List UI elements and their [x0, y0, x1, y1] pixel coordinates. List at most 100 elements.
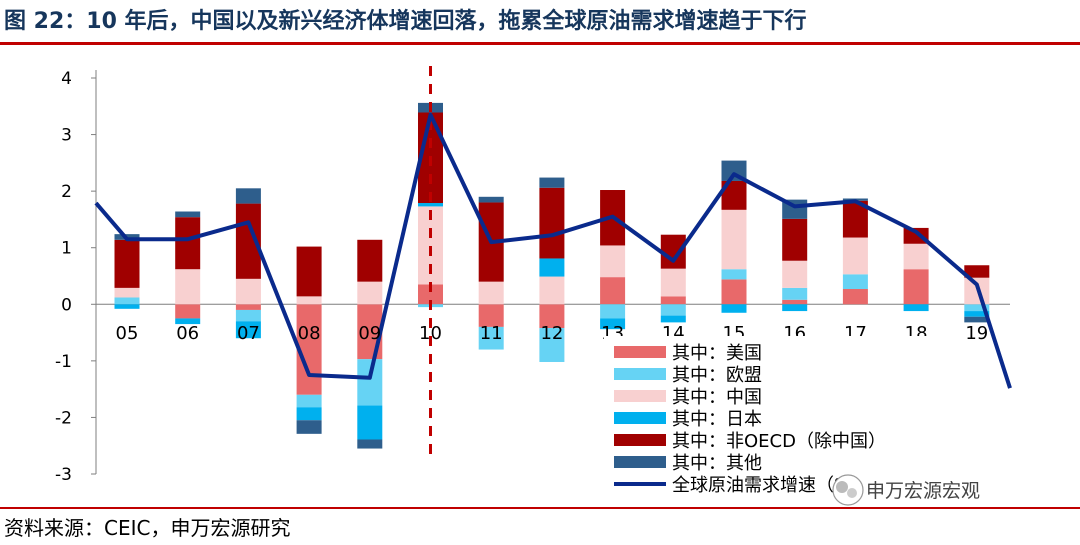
bar-china — [721, 209, 747, 270]
bar-eu — [114, 297, 140, 305]
bar-us — [235, 304, 261, 310]
bar-non_oecd — [114, 239, 140, 288]
x-tick-label: 11 — [480, 323, 503, 344]
legend-label: 其中：其他 — [672, 453, 762, 474]
source-note: 资料来源：CEIC，申万宏源研究 — [4, 516, 291, 540]
x-tick-label: 07 — [237, 323, 260, 344]
bar-china — [357, 281, 383, 305]
bar-other — [235, 188, 261, 204]
x-tick-label: 10 — [419, 323, 442, 344]
bar-china — [600, 245, 626, 278]
legend-swatch — [614, 434, 666, 446]
bar-eu — [600, 304, 626, 319]
legend-swatch — [614, 390, 666, 402]
y-tick-label: 4 — [61, 69, 72, 89]
x-tick-label: 19 — [965, 323, 988, 344]
legend-swatch — [614, 456, 666, 468]
bar-other — [175, 211, 201, 218]
y-tick-label: 1 — [61, 239, 72, 259]
x-tick-label: 09 — [358, 323, 381, 344]
bar-non_oecd — [296, 246, 322, 297]
bar-japan — [296, 407, 322, 421]
bar-us — [175, 304, 201, 319]
bar-us — [660, 296, 686, 305]
x-tick-label: 12 — [540, 323, 563, 344]
bar-other — [296, 420, 322, 434]
bar-us — [903, 269, 929, 305]
footer-divider — [0, 507, 1080, 509]
bar-japan — [903, 304, 929, 312]
bar-eu — [235, 309, 261, 322]
y-tick-label: 0 — [61, 295, 72, 315]
bar-us — [721, 279, 747, 305]
bar-eu — [782, 287, 808, 300]
legend-label: 其中：欧盟 — [672, 365, 762, 386]
bar-japan — [600, 318, 626, 330]
y-tick-label: 2 — [61, 182, 72, 202]
growth-line-path — [94, 112, 1012, 389]
bar-china — [478, 281, 504, 305]
bar-china — [175, 269, 201, 305]
bar-japan — [114, 304, 140, 309]
bar-eu — [842, 274, 868, 290]
bar-japan — [964, 311, 990, 317]
y-tick-label: 3 — [61, 126, 72, 146]
x-tick-label: 06 — [176, 323, 199, 344]
title-divider — [0, 42, 1080, 45]
bar-eu — [964, 304, 990, 312]
bar-non_oecd — [964, 265, 990, 278]
bar-non_oecd — [175, 217, 201, 270]
legend-swatch — [614, 346, 666, 358]
bar-us — [539, 304, 565, 329]
legend-label: 其中：中国 — [672, 387, 762, 408]
bar-china — [782, 260, 808, 288]
bar-non_oecd — [357, 239, 383, 282]
bar-us — [600, 277, 626, 305]
legend-label: 其中：日本 — [672, 409, 762, 430]
y-tick-label: -2 — [55, 408, 72, 428]
bar-china — [296, 296, 322, 305]
bar-japan — [539, 258, 565, 277]
x-tick-label: 08 — [298, 323, 321, 344]
chart-legend: 其中：美国其中：欧盟其中：中国其中：日本其中：非OECD（除中国）其中：其他全球… — [604, 336, 944, 500]
bar-japan — [235, 321, 261, 339]
bar-eu — [296, 394, 322, 408]
legend-label: 全球原油需求增速（%） — [672, 475, 869, 496]
bar-eu — [357, 359, 383, 406]
bar-eu — [660, 304, 686, 316]
bar-china — [235, 278, 261, 305]
page-title: 图 22：10 年后，中国以及新兴经济体增速回落，拖累全球原油需求增速趋于下行 — [4, 9, 807, 34]
bar-non_oecd — [539, 187, 565, 259]
legend-label: 其中：美国 — [672, 343, 762, 364]
watermark-text: 申万宏源宏观 — [866, 480, 980, 502]
bar-japan — [721, 304, 747, 313]
bar-japan — [175, 318, 201, 325]
bar-china — [539, 276, 565, 305]
bar-china — [903, 243, 929, 270]
wechat-icon-bubble — [836, 481, 848, 493]
bar-eu — [721, 269, 747, 280]
bar-japan — [418, 203, 443, 207]
bar-non_oecd — [782, 218, 808, 261]
bar-us — [478, 304, 504, 327]
growth-line — [94, 112, 1012, 389]
bar-other — [964, 316, 990, 323]
bar-eu — [478, 326, 504, 350]
bar-us — [418, 284, 443, 305]
bar-other — [478, 196, 504, 203]
legend-swatch — [614, 412, 666, 424]
bar-other — [539, 177, 565, 188]
bar-us — [782, 299, 808, 305]
bar-japan — [782, 304, 808, 312]
bar-other — [357, 439, 383, 449]
bar-china — [114, 287, 140, 298]
legend-label: 其中：非OECD（除中国） — [672, 431, 886, 452]
wechat-icon-bubble — [847, 488, 857, 498]
bar-eu — [539, 328, 565, 362]
bar-china — [842, 237, 868, 275]
y-tick-label: -1 — [55, 352, 72, 372]
watermark: 申万宏源宏观 — [832, 474, 980, 506]
bar-japan — [357, 405, 383, 440]
bar-us — [842, 289, 868, 305]
